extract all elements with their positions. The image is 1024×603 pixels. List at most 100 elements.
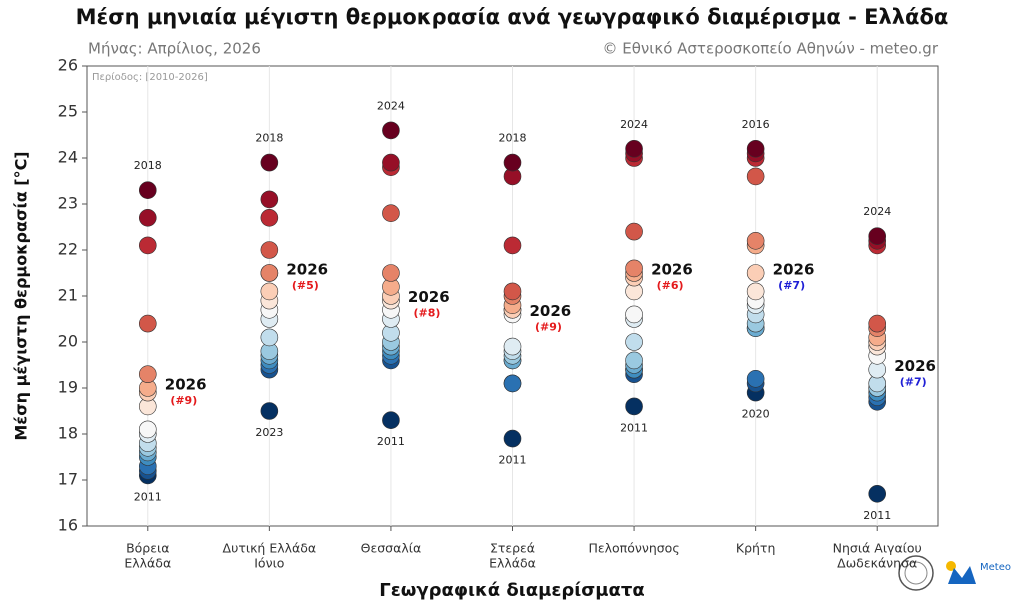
max-year-label: 2018	[134, 159, 162, 172]
y-tick-label: 19	[58, 378, 78, 397]
data-point	[625, 259, 643, 278]
x-tick-label: Δωδεκάνησα	[837, 556, 917, 571]
current-year-label: 2026	[894, 357, 936, 375]
min-year-label: 2011	[863, 509, 891, 522]
data-point	[260, 190, 279, 209]
y-tick-label: 25	[58, 102, 78, 121]
data-point	[868, 227, 887, 245]
x-tick-label: Κρήτη	[736, 541, 776, 556]
data-point	[138, 236, 157, 255]
current-year-label: 2026	[408, 288, 450, 306]
y-tick-label: 17	[58, 470, 78, 489]
data-point	[503, 153, 522, 172]
y-tick-label: 26	[58, 56, 78, 75]
data-point	[260, 153, 279, 172]
x-tick-label: Ιόνιο	[254, 556, 284, 571]
seal	[898, 555, 934, 591]
current-year-label: 2026	[651, 261, 693, 279]
data-point	[868, 314, 887, 333]
data-point	[625, 222, 643, 241]
data-point	[746, 232, 765, 250]
current-year-label: 2026	[530, 302, 572, 320]
data-point	[260, 241, 279, 259]
data-point	[503, 282, 522, 301]
data-point	[138, 420, 157, 439]
current-rank-label: (#9)	[170, 394, 197, 407]
logo-sun	[946, 561, 956, 571]
data-point	[625, 305, 643, 324]
x-tick-label: Πελοπόννησος	[588, 541, 679, 556]
x-tick-label: Δυτική Ελλάδα	[223, 541, 317, 556]
subtitle-left: Μήνας: Απρίλιος, 2026	[88, 40, 261, 58]
current-year-label: 2026	[286, 261, 328, 279]
current-year-label: 2026	[773, 261, 815, 279]
data-point	[382, 153, 400, 172]
current-year-label: 2026	[165, 376, 207, 394]
data-point	[382, 121, 400, 140]
current-rank-label: (#5)	[292, 279, 319, 292]
x-tick-label: Ελλάδα	[489, 556, 536, 571]
data-point	[138, 314, 157, 333]
x-tick-label: Νησιά Αιγαίου	[833, 541, 922, 556]
y-tick-label: 22	[58, 240, 78, 259]
y-tick-label: 21	[58, 286, 78, 305]
data-point	[625, 397, 643, 416]
data-point	[868, 484, 887, 503]
max-year-label: 2018	[499, 132, 527, 145]
y-tick-label: 20	[58, 332, 78, 351]
min-year-label: 2011	[499, 454, 527, 467]
data-point	[503, 429, 522, 448]
x-tick-label: Ελλάδα	[124, 556, 171, 571]
data-point	[503, 374, 522, 393]
y-tick-label: 23	[58, 194, 78, 213]
y-axis-label: Μέση μέγιστη θερμοκρασία [°C]	[12, 151, 31, 440]
data-point	[746, 369, 765, 388]
min-year-label: 2011	[377, 435, 405, 448]
min-year-label: 2023	[255, 426, 283, 439]
data-point	[382, 204, 400, 222]
data-point	[260, 328, 279, 347]
current-rank-label: (#6)	[657, 279, 684, 292]
subtitle-right: © Εθνικό Αστεροσκοπείο Αθηνών - meteo.gr	[603, 40, 939, 58]
current-rank-label: (#8)	[413, 307, 440, 320]
logo-text: Meteo	[980, 562, 1011, 573]
data-point	[260, 209, 279, 227]
max-year-label: 2018	[255, 132, 283, 145]
data-point	[260, 282, 279, 301]
data-point	[260, 402, 279, 420]
data-point	[503, 236, 522, 255]
data-point	[746, 167, 765, 186]
max-year-label: 2016	[742, 118, 770, 131]
max-year-label: 2024	[620, 118, 648, 131]
period: Περίοδος: [2010-2026]	[92, 71, 208, 83]
data-point	[746, 264, 765, 282]
data-point	[625, 140, 643, 158]
max-year-label: 2024	[863, 205, 891, 218]
chart-title: Μέση μηνιαία μέγιστη θερμοκρασία ανά γεω…	[76, 5, 949, 29]
min-year-label: 2020	[742, 408, 770, 421]
data-point	[382, 411, 400, 430]
data-point	[138, 209, 157, 227]
data-point	[625, 351, 643, 370]
current-rank-label: (#7)	[900, 376, 927, 389]
data-point	[503, 337, 522, 356]
data-point	[625, 333, 643, 351]
min-year-label: 2011	[620, 421, 648, 434]
current-rank-label: (#9)	[535, 320, 562, 333]
data-point	[382, 264, 400, 282]
data-point	[138, 365, 157, 384]
data-point	[746, 282, 765, 301]
current-rank-label: (#7)	[778, 279, 805, 292]
y-tick-label: 24	[58, 148, 78, 167]
data-point	[746, 140, 765, 158]
y-tick-label: 18	[58, 424, 78, 443]
max-year-label: 2024	[377, 99, 405, 112]
x-axis-label: Γεωγραφικά διαμερίσματα	[379, 580, 645, 601]
logo: Meteo	[898, 555, 1011, 591]
x-tick-label: Στερεά	[490, 541, 535, 556]
y-tick-label: 16	[58, 516, 78, 535]
min-year-label: 2011	[134, 490, 162, 503]
data-point	[138, 181, 157, 199]
